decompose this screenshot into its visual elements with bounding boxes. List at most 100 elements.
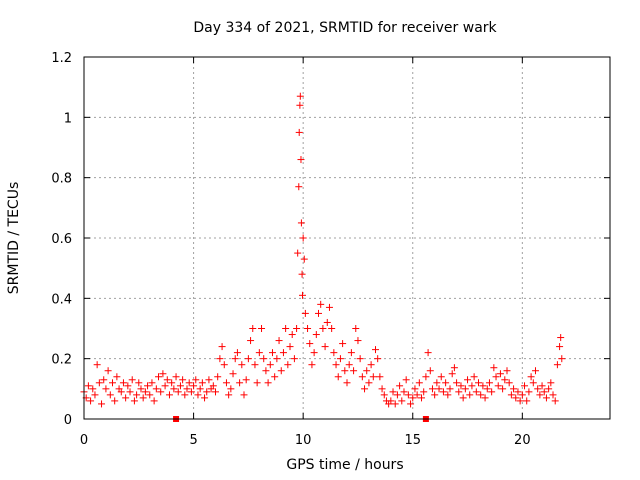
data-point <box>442 379 450 387</box>
data-point <box>551 397 559 405</box>
data-point <box>549 391 557 399</box>
data-point <box>100 376 108 384</box>
data-point <box>334 373 342 381</box>
data-point <box>218 343 226 351</box>
data-point <box>249 325 257 332</box>
data-point <box>247 337 255 345</box>
data-point <box>298 270 306 278</box>
data-point <box>420 388 428 396</box>
data-point <box>446 385 454 393</box>
data-point <box>523 397 531 405</box>
data-point <box>428 385 436 393</box>
data-point <box>466 391 474 399</box>
data-point <box>448 370 456 378</box>
data-point <box>350 367 358 375</box>
data-point <box>141 388 149 396</box>
data-point <box>325 303 333 311</box>
data-point <box>545 385 553 393</box>
data-point <box>538 382 546 390</box>
data-point <box>400 388 408 396</box>
data-point <box>295 183 303 191</box>
data-point <box>225 391 233 399</box>
data-point <box>369 373 377 381</box>
data-point <box>352 325 360 332</box>
data-point <box>367 361 375 369</box>
data-point <box>376 373 384 381</box>
x-tick-label: 0 <box>80 433 88 448</box>
data-point <box>296 101 304 109</box>
data-point <box>117 388 125 396</box>
data-point <box>244 355 252 363</box>
data-point <box>301 309 309 317</box>
data-point <box>279 349 287 357</box>
data-point <box>558 355 566 363</box>
data-point <box>212 388 219 396</box>
data-point <box>161 382 169 390</box>
data-point <box>275 337 283 345</box>
data-point <box>201 394 209 402</box>
data-point <box>108 379 116 387</box>
data-point <box>89 385 97 393</box>
data-point <box>323 318 331 326</box>
data-point <box>481 394 489 402</box>
chart-title: Day 334 of 2021, SRMTID for receiver war… <box>193 20 497 36</box>
data-point <box>516 397 524 405</box>
data-points <box>80 92 566 422</box>
data-point <box>93 361 101 369</box>
grid-lines <box>84 57 610 419</box>
data-point <box>262 367 270 375</box>
data-point <box>304 325 312 332</box>
data-point <box>190 382 198 390</box>
data-point <box>389 388 397 396</box>
data-point <box>319 325 327 332</box>
data-point <box>187 388 195 396</box>
data-point <box>266 361 274 369</box>
data-point <box>296 92 304 100</box>
data-point <box>464 376 472 384</box>
data-point <box>271 373 279 381</box>
data-point <box>358 373 366 381</box>
data-point <box>529 379 537 387</box>
data-point <box>505 379 513 387</box>
data-point <box>179 376 187 384</box>
data-point <box>527 373 535 381</box>
data-point <box>371 346 379 354</box>
data-point <box>273 355 281 363</box>
data-point <box>181 391 189 399</box>
data-point <box>547 379 555 387</box>
data-point <box>253 379 261 387</box>
data-point <box>310 349 318 357</box>
data-point <box>299 291 307 299</box>
data-point <box>396 382 404 390</box>
data-point <box>365 379 373 387</box>
data-point <box>387 397 395 405</box>
data-point <box>380 391 388 399</box>
data-point <box>374 355 382 363</box>
data-point <box>242 376 250 384</box>
data-point <box>540 388 548 396</box>
data-point <box>422 373 430 381</box>
data-point <box>557 334 565 342</box>
data-point <box>168 379 176 387</box>
x-tick-label: 20 <box>514 433 531 448</box>
data-point <box>492 373 500 381</box>
y-tick-label: 0.6 <box>51 232 72 247</box>
data-point <box>308 361 316 369</box>
y-tick-label: 1 <box>64 111 72 126</box>
axis-ticks <box>83 56 610 420</box>
data-point <box>157 388 165 396</box>
data-point <box>137 385 145 393</box>
data-point <box>391 400 399 408</box>
data-point <box>468 382 476 390</box>
data-point <box>229 370 237 378</box>
data-point <box>459 394 467 402</box>
data-point <box>457 382 465 390</box>
data-point <box>238 361 246 369</box>
data-point <box>152 385 160 393</box>
data-point <box>433 379 441 387</box>
data-point <box>258 325 266 332</box>
data-point <box>240 391 248 399</box>
data-point <box>102 385 110 393</box>
data-point <box>91 391 99 399</box>
data-point <box>98 400 106 408</box>
